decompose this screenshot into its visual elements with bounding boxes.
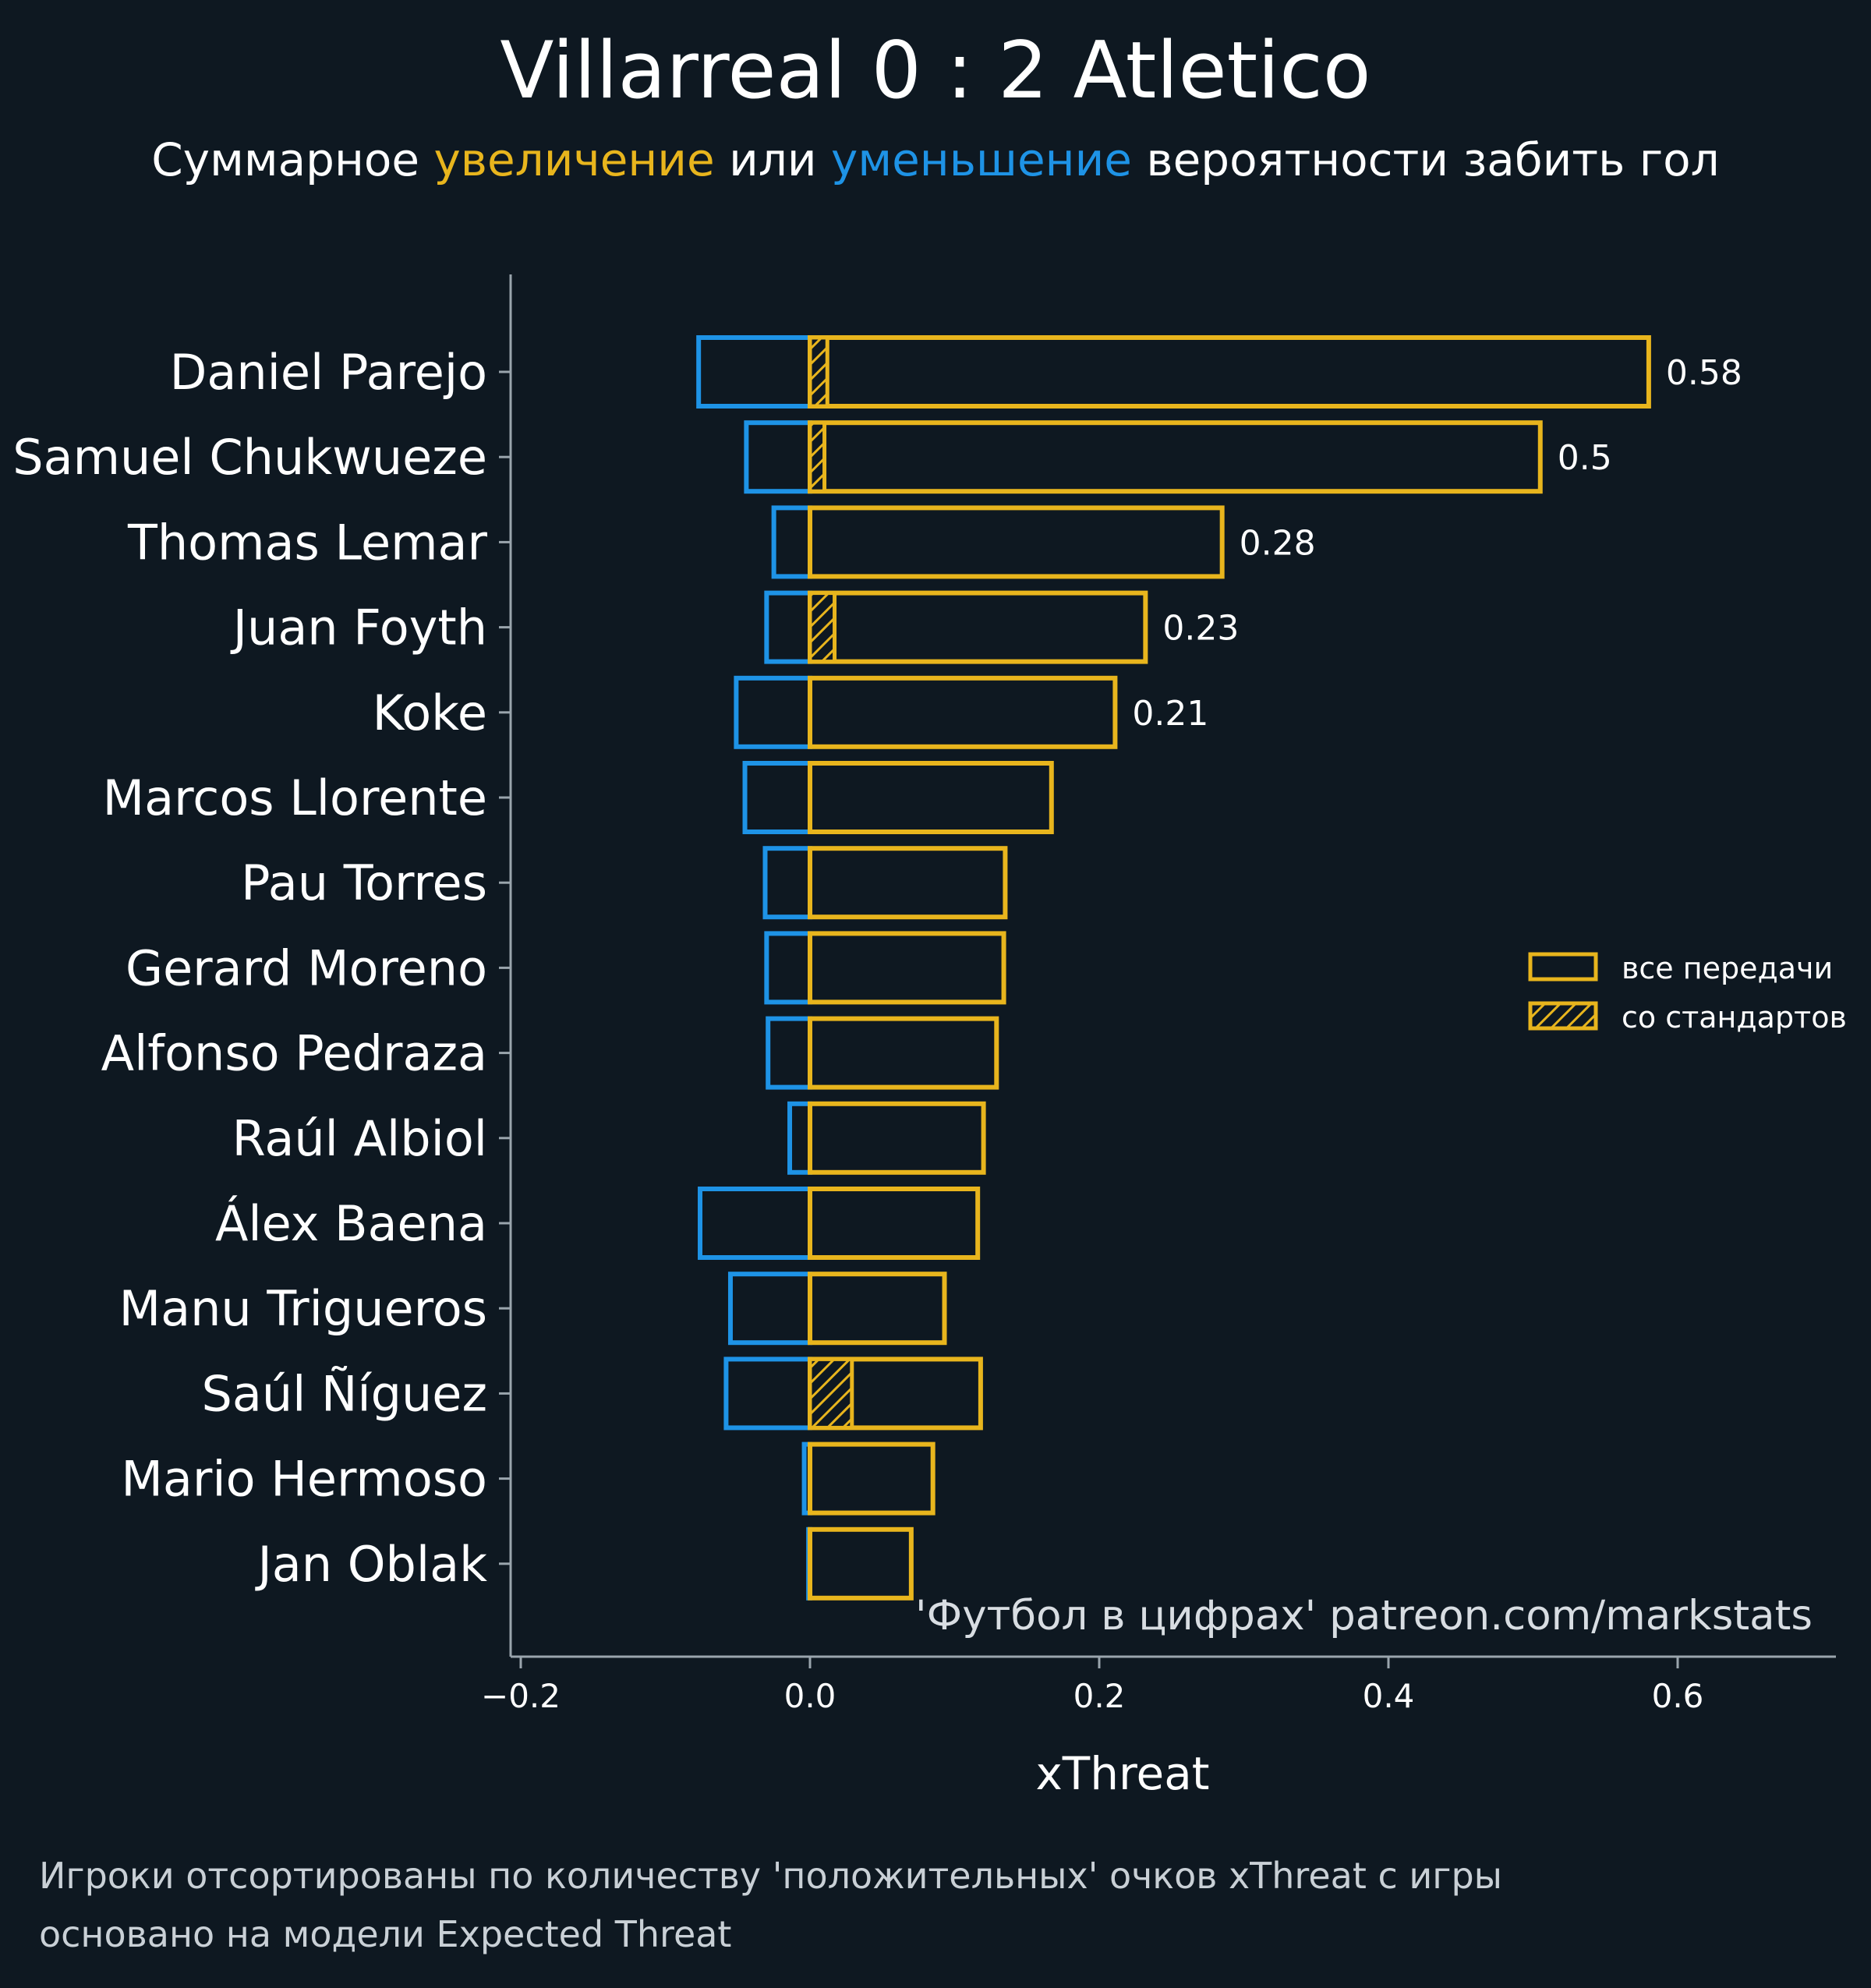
x-ticks-layer: −0.2 0.0 0.2 0.4 0.6 (481, 1657, 1703, 1715)
legend-swatch-setpieces (1528, 1001, 1598, 1031)
y-tick-label: Raúl Albiol (232, 1110, 487, 1167)
x-tick-label: 0.4 (1363, 1677, 1415, 1715)
y-tick-label: Alfonso Pedraza (101, 1025, 487, 1082)
y-tick-label: Juan Foyth (230, 600, 487, 656)
bar-positive (808, 590, 1148, 664)
bar-positive (808, 1016, 999, 1090)
footnote-line-1: Игроки отсортированы по количеству 'поло… (39, 1855, 1502, 1897)
bar-negative (764, 590, 812, 664)
bar-negative (734, 675, 813, 749)
x-tick-label: 0.2 (1073, 1677, 1126, 1715)
subtitle-part-5: вероятности забить гол (1146, 133, 1719, 186)
bar-positive (808, 1101, 986, 1175)
y-labels-layer: Daniel Parejo Samuel Chukwueze Thomas Lema… (12, 344, 511, 1593)
y-tick-label: Mario Hermoso (121, 1451, 487, 1508)
legend-swatch-all (1528, 952, 1598, 982)
bar-positive (808, 420, 1543, 494)
bar-negative (727, 1272, 812, 1346)
legend: все передачи со стандартов (1528, 951, 1847, 1035)
y-tick-label: Saúl Ñíguez (201, 1365, 487, 1422)
value-labels-layer: 0.58 0.5 0.28 0.23 0.21 (1132, 353, 1742, 734)
x-axis-label: xThreat (1035, 1747, 1209, 1800)
bar-negative (696, 335, 812, 409)
bar-negative (762, 846, 812, 920)
bar-setpiece (808, 420, 827, 493)
bar-positive (808, 505, 1225, 579)
chart-title: Villarreal 0 : 2 Atletico (500, 24, 1371, 116)
y-tick-label: Marcos Llorente (103, 769, 487, 826)
value-label: 0.23 (1162, 609, 1239, 649)
bar-negative (764, 931, 812, 1005)
y-tick-label: Jan Oblak (254, 1536, 487, 1593)
bar-positive (808, 675, 1118, 749)
y-tick-label: Manu Trigueros (119, 1280, 487, 1337)
bar-positive (808, 1526, 914, 1601)
bar-positive (808, 335, 1651, 409)
watermark: 'Футбол в цифрах' patreon.com/markstats (915, 1592, 1813, 1640)
bar-negative (742, 761, 813, 834)
bar-negative (787, 1101, 813, 1175)
x-tick-label: 0.6 (1652, 1677, 1704, 1715)
chart-subtitle: Суммарное увеличение или уменьшение веро… (151, 133, 1719, 186)
bar-negative (771, 505, 812, 579)
value-label: 0.21 (1132, 694, 1208, 734)
bar-positive (808, 1272, 947, 1346)
y-tick-label: Pau Torres (241, 854, 487, 911)
bar-negative (698, 1187, 813, 1260)
value-label: 0.58 (1666, 353, 1742, 393)
x-tick-label: −0.2 (481, 1677, 561, 1715)
value-label: 0.5 (1558, 438, 1612, 478)
bars-layer (696, 335, 1651, 1601)
bar-negative (766, 1016, 813, 1090)
bar-negative (723, 1357, 812, 1431)
bar-setpiece (808, 1357, 854, 1430)
y-tick-label: Daniel Parejo (170, 344, 487, 401)
x-tick-label: 0.0 (784, 1677, 836, 1715)
subtitle-decrease: уменьшение (831, 133, 1132, 186)
legend-label-all: все передачи (1622, 951, 1833, 985)
bar-negative (744, 420, 813, 494)
y-tick-label: Koke (373, 684, 487, 741)
value-label: 0.28 (1240, 523, 1316, 563)
legend-label-setpieces: со стандартов (1622, 1000, 1847, 1035)
bar-positive (808, 1187, 981, 1260)
footnote-line-2: основано на модели Expected Threat (39, 1913, 731, 1955)
bar-positive (808, 761, 1054, 834)
bar-positive (808, 931, 1006, 1005)
bar-setpiece (808, 591, 837, 664)
subtitle-part-1: Суммарное (151, 133, 433, 186)
y-tick-label: Álex Baena (215, 1194, 487, 1252)
bar-positive (808, 1441, 936, 1516)
bar-positive (808, 846, 1008, 920)
subtitle-increase: увеличение (433, 133, 714, 186)
bar-setpiece (808, 335, 829, 409)
y-tick-label: Gerard Moreno (126, 939, 487, 996)
subtitle-part-3: или (729, 133, 831, 186)
y-tick-label: Thomas Lemar (127, 514, 487, 571)
y-tick-label: Samuel Chukwueze (12, 429, 487, 486)
